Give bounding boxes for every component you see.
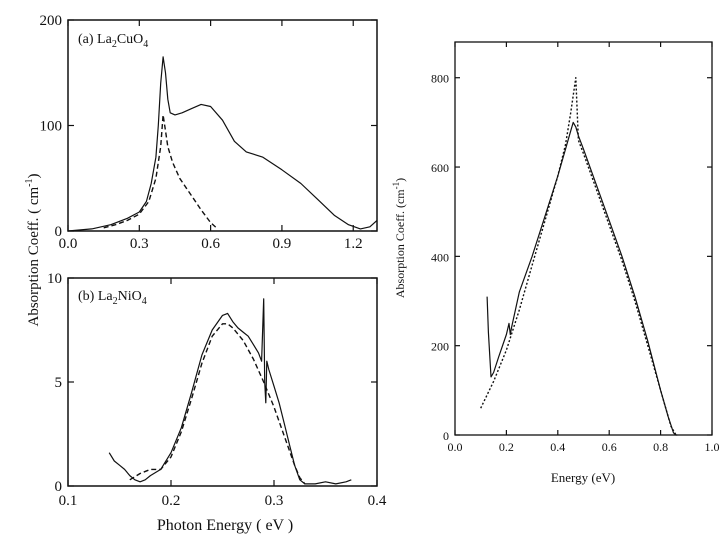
y-tick-label: 800 <box>431 72 449 86</box>
y-tick-label: 200 <box>431 340 449 354</box>
x-tick-label: 0.1 <box>59 493 78 509</box>
panel-b-y-ticks: 0 5 10 <box>47 271 377 495</box>
panel-right-x-ticks: 0.0 0.2 0.4 0.6 0.8 1.0 <box>448 42 720 454</box>
y-tick-label: 600 <box>431 161 449 175</box>
panel-right-y-axis-title: Absorption Coeff. (cm-1) <box>391 178 407 298</box>
panel-b-series <box>108 298 352 485</box>
panel-right-y-ticks: 0 200 400 600 800 <box>431 72 712 443</box>
panel-a-label: (a) La2CuO4 <box>78 32 148 50</box>
panel-a-cu: (a) La2CuO4 0.0 0.3 0.6 0.9 1.2 0 100 200 <box>40 13 378 252</box>
series-line-fit <box>480 76 677 436</box>
left-y-axis-title: Absorption Coeff. ( cm-1) <box>24 173 42 326</box>
x-tick-label: 0.4 <box>368 493 387 509</box>
x-tick-label: 0.0 <box>448 440 463 454</box>
panel-right-frame <box>454 41 713 436</box>
y-tick-label: 5 <box>55 375 63 391</box>
y-tick-label: 0 <box>443 429 449 443</box>
panel-b-label: (b) La2NiO4 <box>78 289 147 307</box>
panel-a-y-ticks: 0 100 200 <box>40 13 377 240</box>
x-tick-label: 1.2 <box>344 236 363 252</box>
panel-right-series <box>480 76 678 436</box>
panel-b-x-ticks: 0.1 0.2 0.3 0.4 <box>59 278 387 509</box>
x-tick-label: 0.3 <box>265 493 284 509</box>
x-tick-label: 0.6 <box>602 440 617 454</box>
panel-right: 0.0 0.2 0.4 0.6 0.8 1.0 0 200 400 600 800 Energy … <box>391 41 720 485</box>
y-tick-label: 200 <box>40 13 63 29</box>
x-tick-label: 0.0 <box>59 236 78 252</box>
x-tick-label: 0.2 <box>499 440 514 454</box>
panel-right-x-axis-title: Energy (eV) <box>551 470 615 485</box>
panel-b-frame <box>67 277 378 487</box>
y-tick-label: 400 <box>431 250 449 264</box>
y-tick-label: 0 <box>55 224 63 240</box>
x-tick-label: 0.8 <box>653 440 668 454</box>
panel-a-frame <box>67 19 378 232</box>
panel-b-x-axis-title: Photon Energy ( eV ) <box>157 517 293 534</box>
x-tick-label: 1.0 <box>705 440 720 454</box>
x-tick-label: 0.9 <box>273 236 292 252</box>
y-tick-label: 100 <box>40 119 63 135</box>
series-line-measured <box>67 56 378 232</box>
x-tick-label: 0.6 <box>201 236 220 252</box>
panel-b-ni: (b) La2NiO4 0.1 0.2 0.3 0.4 0 5 10 Photon Ene… <box>47 271 387 534</box>
x-tick-label: 0.4 <box>550 440 565 454</box>
x-tick-label: 0.3 <box>130 236 149 252</box>
y-tick-label: 10 <box>47 271 62 287</box>
x-tick-label: 0.2 <box>162 493 181 509</box>
series-line-fit <box>103 114 219 230</box>
panel-a-x-ticks: 0.0 0.3 0.6 0.9 1.2 <box>59 20 363 252</box>
series-line-measured <box>486 121 678 436</box>
y-tick-label: 0 <box>55 479 63 495</box>
panel-a-series <box>67 56 378 232</box>
series-line-fit <box>129 323 306 485</box>
